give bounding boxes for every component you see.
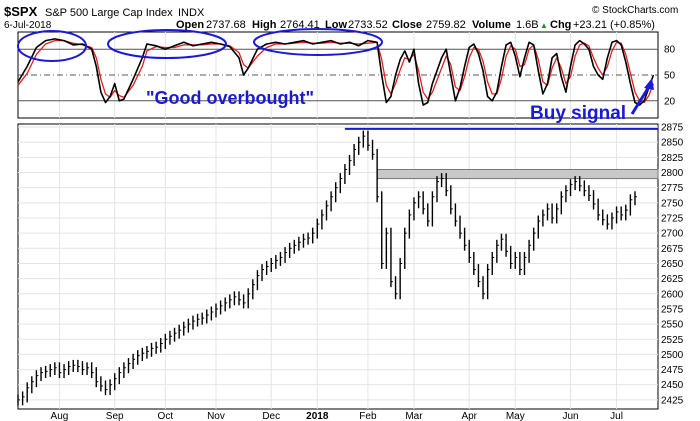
price-tick-label: 2800	[661, 168, 684, 179]
price-tick-label: 2500	[661, 350, 684, 361]
price-tick-label: 2850	[661, 138, 684, 149]
price-tick-label: 2550	[661, 320, 684, 331]
fast-stochastic-line	[17, 38, 655, 106]
annotation-layer: "Good overbought" Buy signal	[17, 28, 654, 124]
price-tick-label: 2475	[661, 365, 684, 376]
x-tick-label: 2018	[306, 411, 329, 421]
x-tick-label: May	[506, 411, 525, 421]
x-tick-label: Nov	[207, 411, 225, 421]
x-tick-label: Sep	[106, 411, 124, 421]
overbought-ellipse	[17, 30, 87, 62]
grid-layer	[18, 32, 658, 409]
volume-label: Volume	[472, 19, 511, 31]
x-tick-label: Jul	[610, 411, 623, 421]
x-tick-label: Aug	[51, 411, 69, 421]
x-tick-label: Dec	[262, 411, 280, 421]
up-arrow-icon: ▲	[540, 21, 548, 30]
price-tick-label: 2825	[661, 153, 684, 164]
chg-value: +23.21 (+0.85%)	[573, 19, 655, 31]
open-label: Open	[176, 19, 204, 31]
price-tick-label: 2650	[661, 259, 684, 270]
open-value: 2737.68	[206, 19, 246, 31]
price-tick-label: 2675	[661, 244, 684, 255]
oscillator-y-ticks: 20 50 80	[664, 45, 676, 108]
overbought-ellipse	[253, 28, 383, 56]
price-panel	[17, 123, 659, 410]
price-tick-label: 2600	[661, 289, 684, 300]
buy-signal-arrow	[630, 84, 652, 115]
price-tick-label: 2775	[661, 183, 684, 194]
close-label: Close	[392, 19, 422, 31]
chart-header: $SPX S&P 500 Large Cap Index INDX © Stoc…	[4, 4, 678, 31]
high-value: 2764.41	[280, 19, 320, 31]
buy-signal-arrowhead	[644, 78, 654, 90]
x-axis-ticks: Aug Sep Oct Nov Dec 2018 Feb Mar Apr May Jun Jul	[51, 411, 623, 421]
price-tick-label: 2625	[661, 274, 684, 285]
low-value: 2733.52	[348, 19, 388, 31]
x-tick-label: Jun	[562, 411, 578, 421]
high-label: High	[252, 19, 277, 31]
index-name-label: S&P 500 Large Cap Index	[45, 7, 173, 19]
oscillator-tick-label: 20	[664, 96, 676, 107]
resistance-layer	[344, 127, 659, 180]
buy-signal-annotation: Buy signal	[530, 103, 626, 124]
date-label: 6-Jul-2018	[4, 20, 52, 31]
oscillator-series	[17, 38, 655, 106]
price-y-ticks: 2425 2450 2475 2500 2525 2550 2575 2600 2625 2650…	[661, 123, 684, 407]
price-tick-label: 2425	[661, 395, 684, 406]
symbol-label: $SPX	[4, 4, 38, 19]
oscillator-tick-label: 50	[664, 71, 676, 82]
overbought-annotation: "Good overbought"	[146, 88, 314, 108]
resistance-zone	[376, 168, 659, 180]
close-value: 2759.82	[426, 19, 466, 31]
chg-label: Chg	[550, 19, 571, 31]
price-tick-label: 2450	[661, 380, 684, 391]
x-tick-label: Apr	[461, 411, 477, 421]
price-tick-label: 2525	[661, 335, 684, 346]
oscillator-reference-lines	[18, 48, 658, 102]
exchange-label: INDX	[178, 7, 205, 19]
price-tick-label: 2725	[661, 213, 684, 224]
x-tick-label: Feb	[359, 411, 377, 421]
volume-value: 1.6B	[516, 19, 539, 31]
price-tick-label: 2875	[661, 123, 684, 134]
x-tick-label: Mar	[405, 411, 423, 421]
price-bars	[17, 130, 637, 406]
overbought-ellipse	[107, 29, 227, 59]
watermark-label: © StockCharts.com	[592, 5, 678, 16]
low-label: Low	[325, 19, 347, 31]
price-tick-label: 2575	[661, 304, 684, 315]
price-tick-label: 2700	[661, 229, 684, 240]
price-tick-label: 2750	[661, 198, 684, 209]
x-tick-label: Oct	[158, 411, 174, 421]
oscillator-tick-label: 80	[664, 45, 676, 56]
